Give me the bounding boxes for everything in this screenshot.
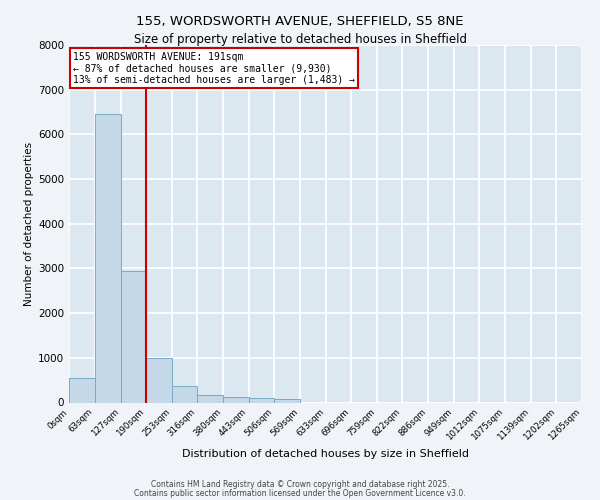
Bar — [69, 378, 95, 402]
X-axis label: Distribution of detached houses by size in Sheffield: Distribution of detached houses by size … — [182, 449, 469, 459]
Bar — [248, 398, 274, 402]
Bar — [274, 399, 300, 402]
Bar — [197, 394, 223, 402]
Text: Contains HM Land Registry data © Crown copyright and database right 2025.: Contains HM Land Registry data © Crown c… — [151, 480, 449, 489]
Text: 155, WORDSWORTH AVENUE, SHEFFIELD, S5 8NE: 155, WORDSWORTH AVENUE, SHEFFIELD, S5 8N… — [136, 15, 464, 28]
Text: 155 WORDSWORTH AVENUE: 191sqm
← 87% of detached houses are smaller (9,930)
13% o: 155 WORDSWORTH AVENUE: 191sqm ← 87% of d… — [73, 52, 355, 85]
Text: Contains public sector information licensed under the Open Government Licence v3: Contains public sector information licen… — [134, 488, 466, 498]
Text: Size of property relative to detached houses in Sheffield: Size of property relative to detached ho… — [133, 32, 467, 46]
Bar — [95, 114, 121, 403]
Y-axis label: Number of detached properties: Number of detached properties — [24, 142, 34, 306]
Bar — [223, 397, 248, 402]
Bar — [121, 270, 146, 402]
Bar — [146, 358, 172, 403]
Bar — [172, 386, 197, 402]
